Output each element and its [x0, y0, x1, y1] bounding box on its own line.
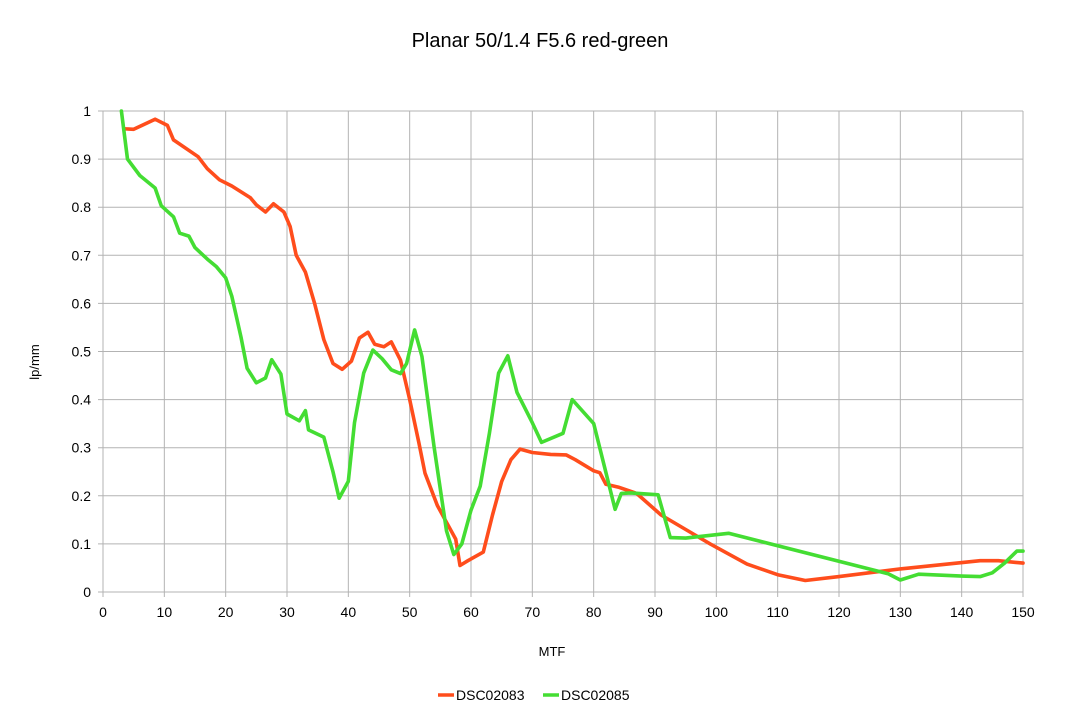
x-tick-label: 70: [525, 604, 541, 620]
tick-labels: 0 10 20 30 40 50 60 70 80 90 100 110 120 130 140 150 0 0.…: [72, 103, 1035, 620]
x-tick-label: 40: [341, 604, 357, 620]
x-tick-label: 130: [889, 604, 913, 620]
series-lines: [119, 109, 1025, 583]
chart-title: Planar 50/1.4 F5.6 red-green: [412, 30, 669, 52]
x-tick-label: 90: [647, 604, 663, 620]
y-tick-label: 0.2: [72, 488, 92, 504]
x-tick-label: 80: [586, 604, 602, 620]
y-tick-label: 1: [83, 103, 91, 119]
y-axis-label: lp/mm: [27, 344, 42, 379]
gridlines: [98, 110, 1024, 597]
x-tick-label: 120: [827, 604, 851, 620]
y-tick-label: 0.4: [72, 392, 92, 408]
legend-label: DSC02083: [456, 687, 525, 703]
y-tick-label: 0.1: [72, 536, 92, 552]
series-line-dsc02083: [122, 117, 1025, 583]
y-tick-label: 0.6: [72, 295, 92, 311]
x-tick-label: 60: [463, 604, 479, 620]
y-tick-label: 0.7: [72, 247, 92, 263]
y-tick-label: 0: [83, 584, 91, 600]
y-tick-label: 0.8: [72, 199, 92, 215]
x-tick-label: 0: [99, 604, 107, 620]
y-tick-label: 0.3: [72, 440, 92, 456]
x-tick-label: 20: [218, 604, 234, 620]
x-tick-label: 150: [1011, 604, 1035, 620]
x-tick-label: 30: [279, 604, 295, 620]
y-tick-label: 0.9: [72, 151, 92, 167]
y-tick-label: 0.5: [72, 344, 92, 360]
x-axis-label: MTF: [539, 644, 566, 659]
x-tick-label: 110: [767, 604, 790, 620]
legend-label: DSC02085: [561, 687, 630, 703]
legend: DSC02083 DSC02085: [438, 687, 630, 703]
x-tick-label: 140: [950, 604, 974, 620]
series-line-dsc02085: [119, 109, 1025, 582]
x-tick-label: 50: [402, 604, 418, 620]
x-tick-label: 100: [705, 604, 729, 620]
x-tick-label: 10: [157, 604, 173, 620]
